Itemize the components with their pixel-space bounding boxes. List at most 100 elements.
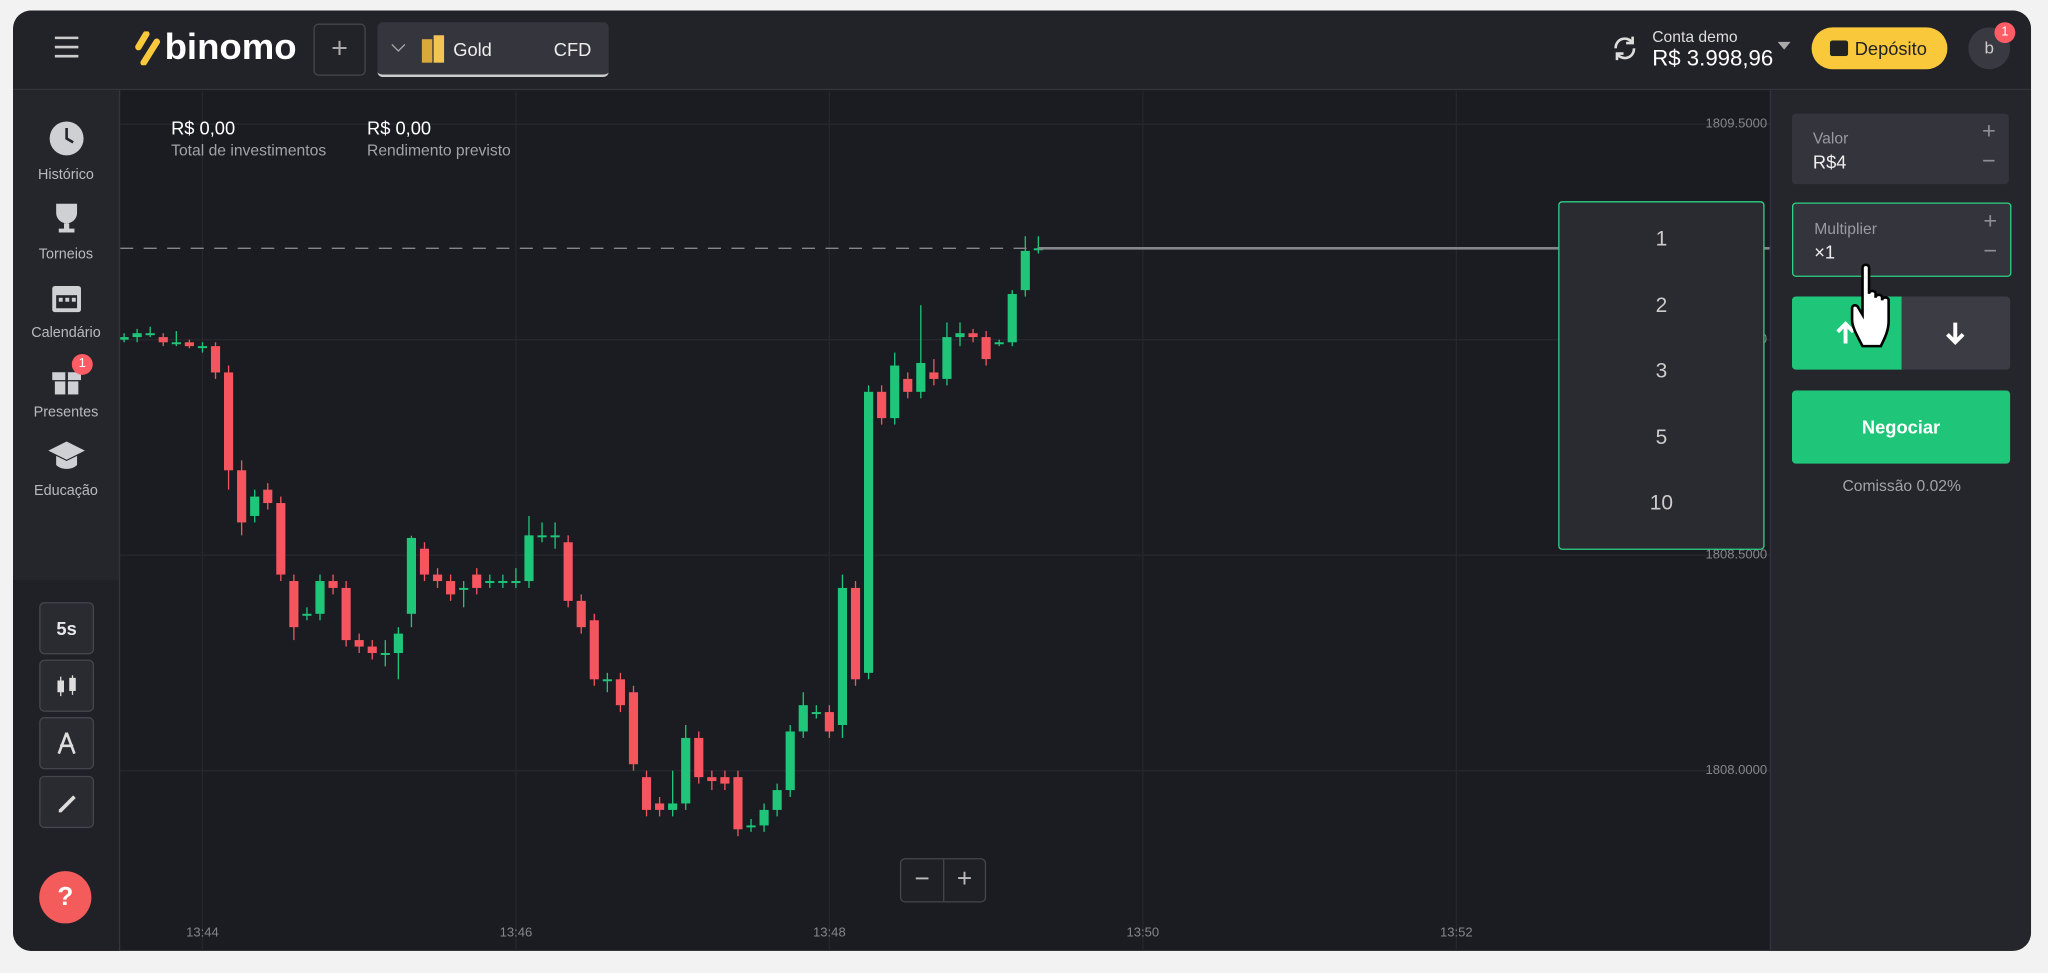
candle-body xyxy=(615,679,625,706)
menu-icon[interactable] xyxy=(52,34,81,60)
candle-body xyxy=(785,731,795,791)
logo-icon xyxy=(135,31,160,66)
sidebar-item[interactable]: Histórico xyxy=(37,167,94,183)
candle-body xyxy=(798,705,808,732)
hand-cursor xyxy=(1850,263,1890,348)
gold-icon xyxy=(421,35,445,63)
candle-body xyxy=(968,333,978,338)
asset-name: Gold xyxy=(453,39,492,61)
candle-body xyxy=(210,346,221,373)
wallet-icon xyxy=(1829,40,1849,57)
deposit-button[interactable]: Depósito xyxy=(1811,27,1948,70)
down-button[interactable] xyxy=(1901,296,2011,370)
draw-button[interactable] xyxy=(39,775,95,829)
chart-type-button[interactable] xyxy=(39,659,95,712)
candle-body xyxy=(628,692,639,765)
balance-caret[interactable] xyxy=(1777,41,1791,50)
sidebar-item[interactable]: Educação xyxy=(33,483,98,499)
candle-body xyxy=(380,653,390,655)
help-button[interactable]: ? xyxy=(39,871,92,924)
candle-body xyxy=(511,581,521,584)
candle-body xyxy=(550,535,560,538)
multiplier-option[interactable]: 1 xyxy=(1655,228,1668,251)
multiplier-option[interactable]: 3 xyxy=(1655,360,1668,383)
timeframe-button[interactable]: 5s xyxy=(39,602,95,655)
multiplier-plus[interactable]: + xyxy=(1983,207,1998,234)
chevron xyxy=(391,43,406,52)
candle-body xyxy=(942,337,952,379)
calendar-icon[interactable] xyxy=(50,281,84,315)
asset-type: CFD xyxy=(553,39,592,61)
sidebar-item[interactable]: Presentes xyxy=(33,404,99,421)
amount-field[interactable]: Valor R$4 + − xyxy=(1791,113,2009,185)
multiplier-option[interactable]: 5 xyxy=(1655,426,1668,449)
x-tick-label: 13:48 xyxy=(813,924,846,939)
x-tick-label: 13:46 xyxy=(500,924,533,939)
app-window: 1809.50001809.00001808.50001808.000013:4… xyxy=(13,10,2032,951)
candle-body xyxy=(419,548,430,575)
sidebar-item[interactable]: Calendário xyxy=(31,325,101,341)
sidebar: Histórico Torneios Calendário 1 Presente… xyxy=(13,90,121,951)
candle-body xyxy=(746,825,756,828)
multiplier-option[interactable]: 10 xyxy=(1649,492,1673,515)
up-arrow xyxy=(1836,321,1855,344)
x-tick-label: 13:50 xyxy=(1127,924,1160,939)
zoom-in[interactable]: + xyxy=(956,864,973,894)
candle-body xyxy=(446,581,456,595)
sidebar-item[interactable]: Torneios xyxy=(38,246,94,263)
zoom-out[interactable]: − xyxy=(901,859,945,902)
candle-body xyxy=(863,391,874,673)
trade-button[interactable]: Negociar xyxy=(1791,390,2011,464)
candle-body xyxy=(145,333,155,336)
candle-body xyxy=(537,535,547,538)
candle-body xyxy=(916,362,926,392)
candle-body xyxy=(341,587,351,641)
multiplier-minus[interactable]: − xyxy=(1983,237,1998,264)
trade-panel: Valor R$4 + − Multiplier ×1 + − Negociar… xyxy=(1769,90,2032,951)
account-label: Conta demo xyxy=(1652,27,1738,46)
gift-icon[interactable] xyxy=(50,362,84,396)
candle-body xyxy=(432,574,443,582)
candle-body xyxy=(276,503,286,575)
history-icon[interactable] xyxy=(48,120,85,157)
indicators-button[interactable] xyxy=(39,717,95,770)
amount-plus[interactable]: + xyxy=(1982,117,1996,144)
refresh-icon[interactable] xyxy=(1609,33,1640,64)
candle-body xyxy=(681,737,691,804)
candle-body xyxy=(655,803,665,810)
pencil-icon xyxy=(58,795,76,813)
multiplier-value: ×1 xyxy=(1814,241,1836,263)
candle-body xyxy=(459,587,469,590)
candle-body xyxy=(955,333,965,338)
candle-body xyxy=(641,777,652,810)
candle-body xyxy=(602,679,612,682)
candle-body xyxy=(903,378,913,392)
trophy-icon[interactable] xyxy=(50,201,84,235)
candle-body xyxy=(250,496,260,516)
asset-tab[interactable]: Gold CFD xyxy=(377,22,609,78)
candle-body xyxy=(184,342,194,347)
candle-body xyxy=(367,646,377,654)
candle-body xyxy=(837,587,848,725)
candle-body xyxy=(171,342,181,345)
deposit-label: Depósito xyxy=(1854,37,1927,59)
brand: binomo xyxy=(164,26,297,67)
candle-body xyxy=(393,633,403,654)
candle-body xyxy=(119,337,129,340)
add-asset-button[interactable]: + xyxy=(313,23,366,76)
candle-body xyxy=(668,803,678,810)
multiplier-option[interactable]: 2 xyxy=(1655,294,1668,317)
candle-body xyxy=(772,790,782,810)
education-icon[interactable] xyxy=(47,439,86,473)
avatar-badge: 1 xyxy=(1994,22,2016,44)
candle-body xyxy=(328,581,338,588)
multiplier-field[interactable]: Multiplier ×1 + − xyxy=(1791,202,2012,277)
candle-body xyxy=(981,337,991,360)
candle-body xyxy=(563,542,573,601)
balance[interactable]: R$ 3.998,96 xyxy=(1652,45,1774,71)
candle-body xyxy=(1020,250,1030,291)
candle-body xyxy=(824,712,834,732)
amount-minus[interactable]: − xyxy=(1982,147,1996,174)
compass-icon xyxy=(57,732,76,755)
